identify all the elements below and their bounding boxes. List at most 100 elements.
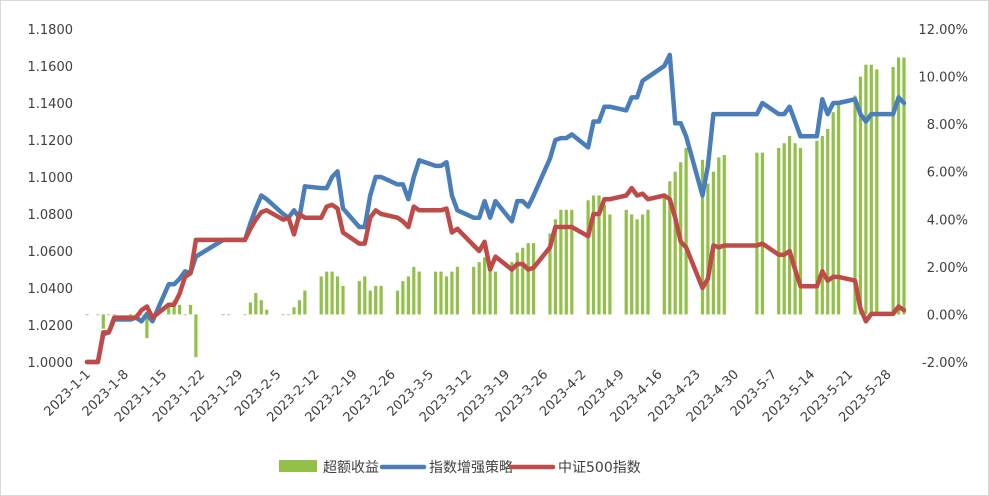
excess-return-bar — [248, 302, 252, 315]
excess-return-bar — [455, 266, 459, 315]
excess-return-bar — [630, 214, 634, 315]
excess-return-bar — [831, 112, 835, 315]
excess-return-bar — [188, 304, 193, 315]
excess-return-bar — [526, 243, 530, 315]
y-left-tick-label: 1.0200 — [28, 319, 74, 334]
excess-return-bar — [254, 293, 258, 315]
excess-return-bar — [897, 57, 901, 315]
excess-return-bar — [325, 271, 329, 315]
excess-return-bar — [368, 290, 372, 315]
excess-return-bar — [363, 276, 367, 315]
excess-return-bar — [793, 143, 797, 315]
excess-return-bar — [858, 76, 862, 315]
y-right-tick-label: -2.00% — [922, 356, 968, 371]
excess-return-bar — [319, 276, 323, 315]
excess-return-bar — [510, 262, 514, 315]
excess-return-bar — [450, 271, 454, 315]
excess-return-bar — [864, 64, 868, 315]
x-axis: 2023-1-12023-1-82023-1-152023-1-222023-1… — [41, 367, 894, 425]
excess-return-bar — [183, 314, 187, 316]
excess-return-bar — [477, 262, 481, 315]
excess-return-bar — [406, 276, 410, 315]
excess-return-bar — [722, 155, 726, 315]
legend-label: 超额收益 — [323, 460, 379, 476]
excess-return-bar — [706, 183, 710, 315]
excess-return-bar — [303, 290, 307, 315]
excess-return-bar — [570, 209, 574, 315]
excess-return-bar — [488, 262, 492, 315]
excess-return-bar — [439, 271, 443, 315]
excess-return-bar — [335, 276, 340, 315]
excess-return-bar — [635, 219, 639, 315]
excess-return-bar — [129, 314, 133, 316]
excess-return-bar — [826, 128, 830, 315]
legend: 超额收益 指数增强策略 中证500指数 — [279, 459, 641, 476]
excess-return-bar — [259, 300, 263, 315]
y-right-tick-label: 6.00% — [927, 166, 968, 181]
excess-return-bar — [483, 257, 487, 315]
y-right-tick-label: 10.00% — [918, 71, 968, 86]
y-left-tick-label: 1.0600 — [28, 245, 74, 260]
excess-return-bar — [493, 271, 498, 315]
excess-return-bar — [788, 136, 792, 315]
excess-return-bar — [417, 271, 421, 315]
strategy-line — [84, 52, 907, 365]
excess-return-bar — [515, 252, 519, 315]
excess-return-bar — [286, 314, 291, 316]
y-left-tick-label: 1.0000 — [28, 356, 74, 371]
excess-return-bar — [96, 314, 100, 316]
y-axis-left: 1.0000 1.0200 1.0400 1.0600 1.0800 1.1000 1.12… — [28, 23, 74, 371]
excess-return-bar — [444, 276, 449, 315]
y-left-tick-label: 1.1400 — [28, 97, 74, 112]
excess-return-bar — [815, 140, 819, 315]
excess-return-bar — [139, 314, 144, 316]
excess-return-bar — [194, 314, 198, 358]
excess-return-bar — [700, 159, 705, 315]
excess-return-bar — [434, 271, 438, 315]
excess-return-bar — [586, 200, 590, 315]
excess-return-bar — [227, 314, 231, 316]
excess-return-bar — [401, 281, 405, 315]
excess-return-bar — [760, 152, 764, 315]
excess-return-bar — [875, 69, 879, 315]
excess-return-bar — [608, 214, 612, 315]
excess-return-bar — [292, 307, 296, 315]
excess-return-bar — [624, 209, 628, 315]
excess-return-bar — [243, 314, 247, 316]
y-right-tick-label: 8.00% — [927, 118, 968, 133]
excess-return-bar — [668, 181, 672, 315]
excess-return-bar — [395, 290, 400, 315]
excess-return-bar — [777, 147, 781, 315]
excess-return-bar — [472, 266, 476, 315]
excess-return-bar — [673, 171, 677, 315]
excess-return-bar — [112, 314, 116, 316]
excess-return-bar — [662, 195, 666, 315]
excess-return-bar — [145, 314, 149, 339]
excess-return-bar — [782, 143, 786, 315]
excess-return-bar — [646, 209, 650, 315]
y-left-tick-label: 1.1800 — [28, 23, 74, 38]
legend-label: 指数增强策略 — [429, 459, 513, 476]
excess-return-bar — [532, 243, 536, 315]
excess-return-bar — [869, 64, 873, 315]
csi500-line — [84, 185, 907, 365]
excess-return-bar — [178, 304, 182, 315]
excess-return-bar — [341, 285, 345, 315]
legend-swatch — [279, 460, 317, 472]
y-left-tick-label: 1.0400 — [28, 282, 74, 297]
excess-return-bar — [755, 152, 759, 315]
excess-return-bar — [101, 314, 105, 329]
line-series-layer — [84, 52, 907, 365]
excess-return-bar — [297, 300, 301, 315]
excess-return-bar — [564, 209, 568, 315]
excess-return-bar — [412, 266, 416, 315]
excess-return-bar — [172, 300, 176, 315]
excess-return-bar — [374, 285, 378, 315]
excess-return-bar — [521, 247, 525, 315]
excess-return-bar — [597, 195, 601, 315]
excess-return-bar — [167, 304, 171, 315]
y-left-tick-label: 1.1600 — [28, 60, 74, 75]
excess-return-bar — [641, 214, 645, 315]
